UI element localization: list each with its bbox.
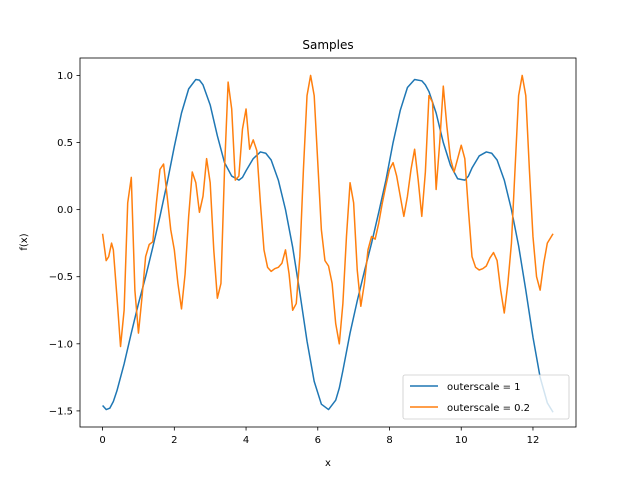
series-line-1 [101, 74, 554, 348]
y-tick-label: 0.5 [57, 138, 73, 149]
series-line-0 [102, 78, 554, 413]
x-tick-label: 0 [99, 435, 105, 446]
axes-frame [79, 57, 577, 428]
plot-area [80, 58, 576, 427]
legend-box [402, 374, 570, 420]
series-layer [101, 74, 554, 413]
y-tick-label: 1.0 [57, 71, 73, 82]
chart-title: Samples [302, 38, 353, 52]
legend-label-outerscale-1: outerscale = 1 [447, 382, 521, 393]
x-tick-label: 2 [171, 435, 177, 446]
legend-label-outerscale-0-2: outerscale = 0.2 [447, 403, 530, 414]
y-axis-label: f(x) [19, 233, 30, 250]
x-tick-label: 10 [455, 435, 468, 446]
legend: outerscale = 1 outerscale = 0.2 [402, 374, 570, 420]
y-tick-label: 0.0 [57, 205, 73, 216]
y-tick-label: −0.5 [49, 272, 73, 283]
x-tick-label: 6 [315, 435, 321, 446]
x-axis-label: x [325, 458, 331, 469]
x-tick-label: 8 [386, 435, 392, 446]
x-tick-label: 4 [243, 435, 249, 446]
y-tick-label: −1.5 [49, 406, 73, 417]
y-axis: −1.5 −1.0 −0.5 0.0 0.5 1.0 [49, 71, 80, 417]
x-axis: 0 2 4 6 8 10 12 [99, 427, 539, 446]
x-tick-label: 12 [527, 435, 540, 446]
y-tick-label: −1.0 [49, 339, 73, 350]
